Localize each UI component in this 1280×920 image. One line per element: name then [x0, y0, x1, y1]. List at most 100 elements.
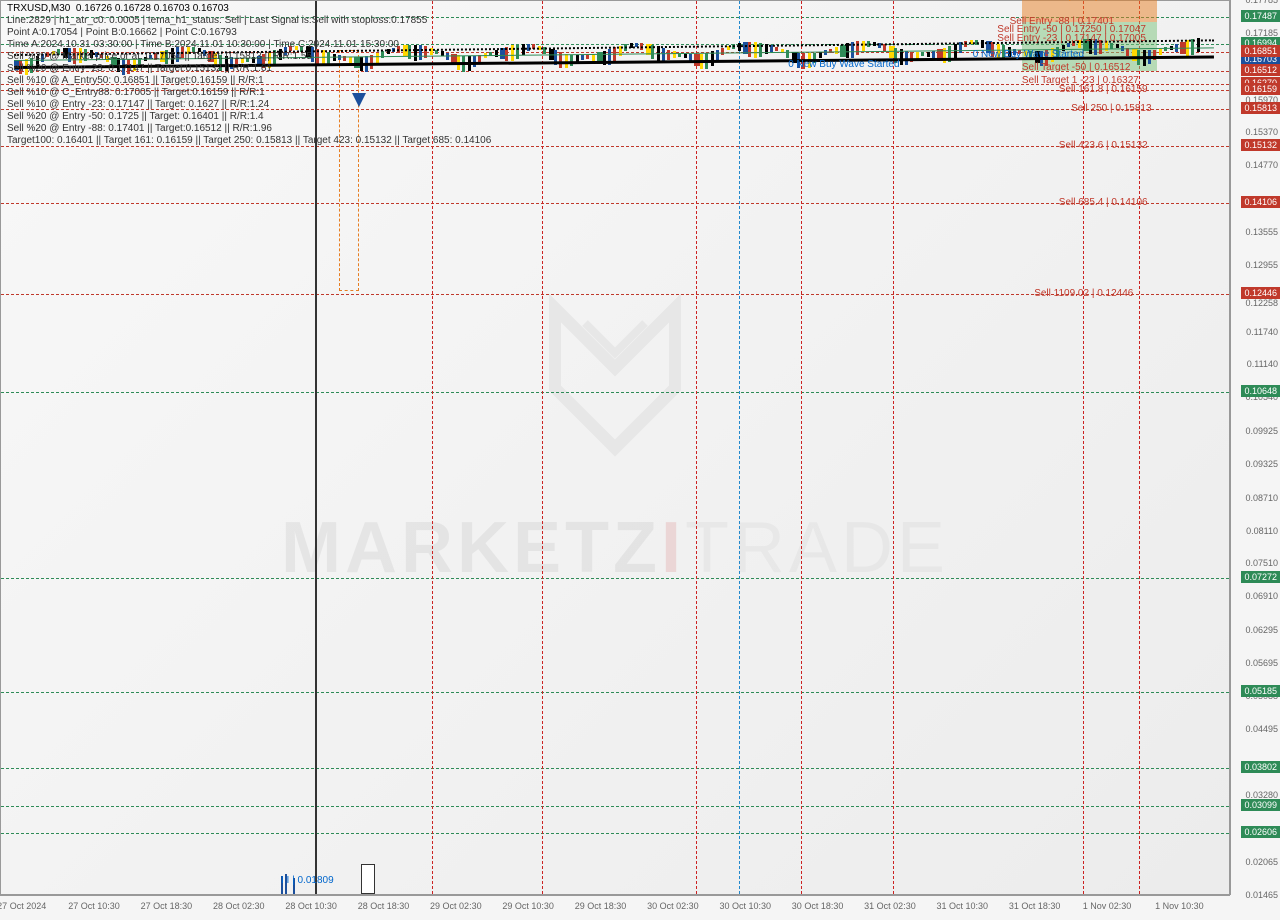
x-tick: 27 Oct 10:30 [68, 901, 120, 911]
sell-label: Sell Entry -23 | 0.17147 | 0.17005 [997, 33, 1146, 44]
candle [862, 41, 865, 51]
price-badge: 0.02606 [1241, 826, 1280, 838]
y-tick: 0.09925 [1245, 426, 1278, 436]
dashed-projection-box [339, 50, 359, 291]
info-line: Line:2829 | h1_atr_c0: 0.0005 | tema_h1_… [7, 15, 427, 26]
x-tick: 1 Nov 02:30 [1083, 901, 1132, 911]
x-tick: 28 Oct 10:30 [285, 901, 337, 911]
y-tick: 0.05695 [1245, 658, 1278, 668]
info-line: Sell %10 @ Entry -23: 0.17147 || Target:… [7, 99, 269, 110]
x-tick: 27 Oct 2024 [0, 901, 46, 911]
histogram-label: I I | 0.01809 [281, 875, 334, 886]
y-tick: 0.13555 [1245, 227, 1278, 237]
candle [684, 54, 687, 58]
x-tick: 27 Oct 18:30 [141, 901, 193, 911]
watermark-logo-icon [515, 268, 715, 468]
candle [414, 45, 417, 61]
price-badge: 0.10648 [1241, 385, 1280, 397]
x-axis: 27 Oct 2024 27 Oct 10:30 27 Oct 18:30 28 Oc… [0, 895, 1230, 920]
info-line: Time A:2024.10.31 03:30:00 | Time B:2024… [7, 39, 399, 50]
vertical-time-line [739, 1, 740, 894]
y-tick: 0.09325 [1245, 459, 1278, 469]
info-line: Sell %10 @ C_Entry88: 0.17005 || Target:… [7, 87, 265, 98]
y-tick: 0.06295 [1245, 625, 1278, 635]
sell-label: Sell 1109.02 | 0.12446 [1034, 288, 1133, 299]
info-line: Sell %20 @ Entry -23: 0.17147 || Target:… [7, 63, 272, 74]
buy-label: 0 New Buy Wave Started [788, 59, 899, 70]
sell-label: Sell 161.8 | 0.16159 [1059, 84, 1148, 95]
candle [667, 50, 670, 61]
price-badge: 0.03099 [1241, 799, 1280, 811]
x-tick: 31 Oct 10:30 [937, 901, 989, 911]
y-axis: 0.177850.171850.167550.159700.153700.147… [1230, 0, 1280, 895]
down-arrow-icon [352, 93, 366, 107]
horizontal-level-line [1, 146, 1229, 147]
candle [716, 50, 719, 61]
candle [586, 55, 589, 59]
y-tick: 0.01465 [1245, 890, 1278, 900]
vertical-time-line [542, 1, 543, 894]
x-tick: 29 Oct 18:30 [575, 901, 627, 911]
candle [327, 52, 330, 63]
info-line: Sell %20 @ Entry -50: 0.1725 || Target: … [7, 111, 264, 122]
vertical-time-line [1139, 1, 1140, 894]
candle [381, 51, 384, 58]
y-tick: 0.11740 [1246, 327, 1278, 337]
y-tick: 0.02065 [1245, 857, 1278, 867]
price-badge: 0.15132 [1241, 139, 1280, 151]
chart-area[interactable]: MARKETZITRADE I I | 0.01809 TRXUSD,M30 0… [0, 0, 1230, 895]
price-badge: 0.15813 [1241, 102, 1280, 114]
price-badge: 0.14106 [1241, 196, 1280, 208]
price-badge: 0.16512 [1241, 64, 1280, 76]
y-tick: 0.08110 [1246, 526, 1278, 536]
candle [921, 52, 924, 56]
sell-label: Sell 685.4 | 0.14106 [1059, 197, 1148, 208]
horizontal-level-line [1, 578, 1229, 579]
price-badge: 0.05185 [1241, 685, 1280, 697]
candle [408, 45, 411, 59]
y-tick: 0.08710 [1245, 493, 1278, 503]
info-line: Sell %10 @ A_Entry50: 0.16851 || Target:… [7, 75, 264, 86]
x-tick: 28 Oct 02:30 [213, 901, 265, 911]
price-badge: 0.07272 [1241, 571, 1280, 583]
symbol-header: TRXUSD,M30 0.16726 0.16728 0.16703 0.167… [7, 3, 229, 14]
y-tick: 0.07510 [1245, 558, 1278, 568]
candle [1159, 49, 1162, 55]
watermark-text-1: MARKETZ [281, 508, 661, 588]
price-badge: 0.03802 [1241, 761, 1280, 773]
vertical-time-line [893, 1, 894, 894]
price-badge: 0.16159 [1241, 83, 1280, 95]
y-tick: 0.12258 [1245, 298, 1278, 308]
y-tick: 0.14770 [1245, 160, 1278, 170]
x-tick: 30 Oct 02:30 [647, 901, 699, 911]
candle [419, 45, 422, 60]
horizontal-level-line [1, 392, 1229, 393]
sell-label: Sell 423.6 | 0.15132 [1059, 140, 1148, 151]
horizontal-level-line [1, 768, 1229, 769]
watermark-text-3: TRADE [685, 508, 949, 588]
info-line: Point A:0.17054 | Point B:0.16662 | Poin… [7, 27, 237, 38]
vertical-time-line [1083, 1, 1084, 894]
candle [775, 47, 778, 51]
vertical-time-line [696, 1, 697, 894]
y-tick: 0.17785 [1245, 0, 1278, 5]
sell-label: Sell 250 | 0.15813 [1071, 103, 1151, 114]
vertical-time-line [801, 1, 802, 894]
candle [819, 52, 822, 58]
watermark-text-2: I [661, 508, 685, 588]
candle [1067, 43, 1070, 47]
x-tick: 1 Nov 10:30 [1155, 901, 1204, 911]
horizontal-level-line [1, 203, 1229, 204]
y-tick: 0.04495 [1245, 724, 1278, 734]
y-tick: 0.12955 [1245, 260, 1278, 270]
horizontal-level-line [1, 692, 1229, 693]
candle [581, 55, 584, 59]
y-tick: 0.11140 [1247, 359, 1278, 369]
sell-label: Sell Stoploss | 0.17855 [1034, 0, 1136, 2]
info-line: Sell %20 @ Entry -88: 0.17401 || Target:… [7, 123, 272, 134]
x-tick: 29 Oct 10:30 [502, 901, 554, 911]
x-tick: 30 Oct 10:30 [719, 901, 771, 911]
x-tick: 31 Oct 18:30 [1009, 901, 1061, 911]
candle [927, 52, 930, 57]
y-tick: 0.06910 [1245, 591, 1278, 601]
